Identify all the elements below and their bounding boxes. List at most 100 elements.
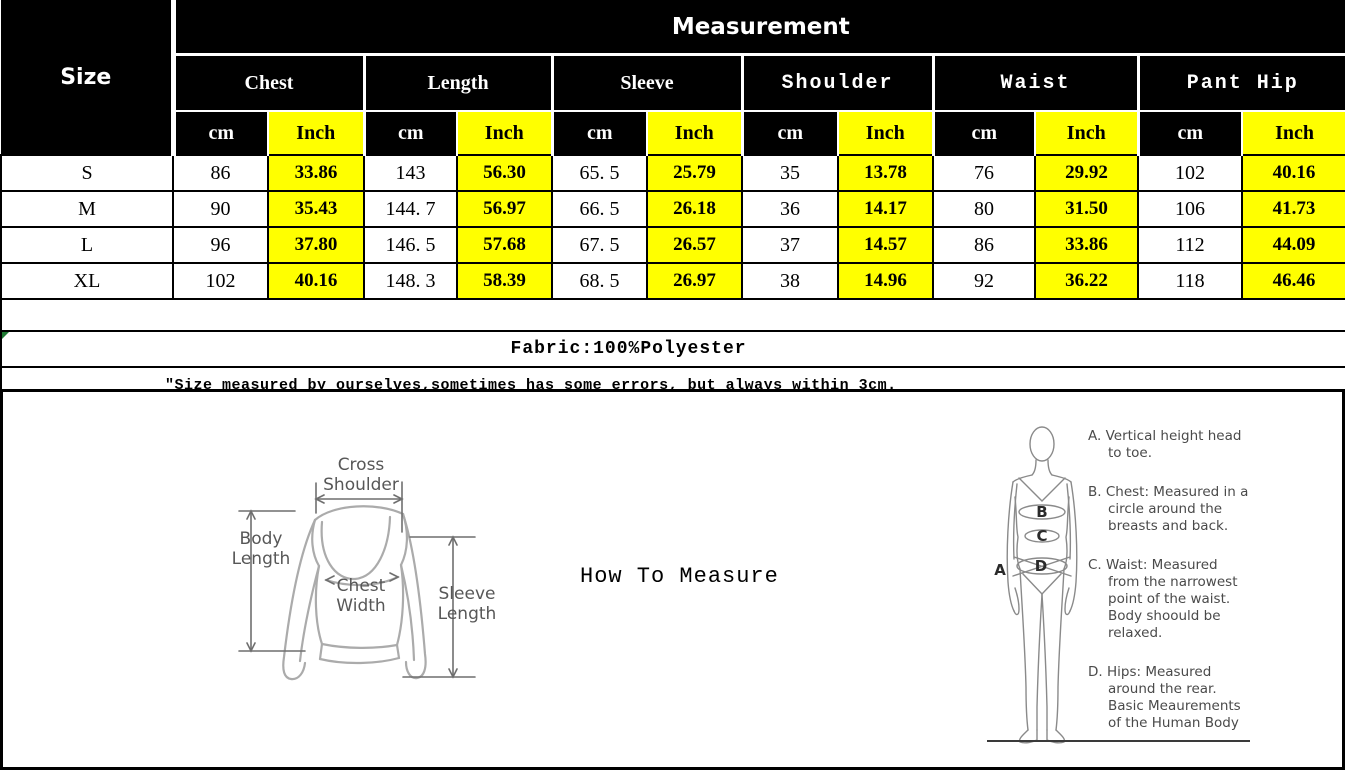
unit-cm-waist: cm (931, 111, 1035, 155)
chest-inch: 33.86 (267, 154, 365, 192)
group-header-waist: Waist (931, 54, 1138, 112)
size-value: L (0, 226, 174, 264)
waist-inch: 31.50 (1034, 190, 1139, 228)
unit-header-row: cm Inch cm Inch cm Inch cm Inch cm Inch … (1, 111, 1345, 155)
length-cm: 146. 5 (363, 226, 458, 264)
size-value: S (0, 154, 174, 192)
group-header-shoulder: Shoulder (740, 54, 933, 112)
fabric-note: Fabric:100%Polyester (0, 330, 1345, 368)
size-column-header: Size (1, 0, 176, 155)
figure-label-a: A (994, 561, 1006, 579)
length-cm: 148. 3 (363, 262, 458, 300)
measure-guide-text: A. Vertical height head to toe. B. Chest… (1088, 428, 1260, 754)
waist-cm: 92 (932, 262, 1036, 300)
waist-cm: 76 (932, 154, 1036, 192)
hip-inch: 41.73 (1240, 190, 1345, 228)
length-cm: 143 (363, 154, 458, 192)
chest-cm: 86 (172, 154, 269, 192)
waist-inch: 33.86 (1034, 226, 1139, 264)
shoulder-cm: 37 (741, 226, 839, 264)
garment-diagram (238, 481, 476, 681)
length-inch: 56.97 (456, 190, 553, 228)
body-length-label: Body Length (231, 529, 291, 570)
fabric-row: Fabric:100%Polyester (0, 330, 1345, 368)
unit-inch-waist: Inch (1034, 111, 1138, 155)
unit-cm-sleeve: cm (550, 111, 647, 155)
group-header-pant-hip: Pant Hip (1136, 54, 1345, 112)
guide-item-a: A. Vertical height head to toe. (1088, 428, 1242, 461)
measurement-table: Size Measurement Chest Length Sleeve Sho… (0, 0, 1345, 403)
figure-label-d: D (1035, 557, 1047, 575)
table-row-s: S 86 33.86 143 56.30 65. 5 25.79 35 13.7… (0, 154, 1345, 192)
hip-cm: 112 (1137, 226, 1243, 264)
length-cm: 144. 7 (363, 190, 458, 228)
figure-label-c: C (1036, 527, 1047, 545)
chest-inch: 35.43 (267, 190, 365, 228)
how-to-measure-title: How To Measure (580, 564, 779, 589)
waist-inch: 29.92 (1034, 154, 1139, 192)
group-header-sleeve: Sleeve (550, 54, 742, 112)
chest-cm: 102 (172, 262, 269, 300)
table-row-xl: XL 102 40.16 148. 3 58.39 68. 5 26.97 38… (0, 262, 1345, 300)
chest-inch: 40.16 (267, 262, 365, 300)
group-header-length: Length (362, 54, 552, 112)
empty-row (0, 298, 1345, 332)
body-figure-diagram: B C D A (994, 426, 1078, 744)
group-header-chest: Chest (171, 54, 364, 112)
chest-width-label: Chest Width (336, 576, 386, 617)
shoulder-cm: 38 (741, 262, 839, 300)
guide-item-c: C. Waist: Measured from the narrowest po… (1088, 557, 1238, 641)
cross-shoulder-label: Cross Shoulder (323, 455, 399, 496)
size-value: XL (0, 262, 174, 300)
table-title: Measurement (173, 0, 1345, 56)
disclaimer-text: ″Size measured by ourselves,sometimes ha… (0, 366, 1345, 403)
unit-cm-shoulder: cm (740, 111, 838, 155)
shoulder-cm: 36 (741, 190, 839, 228)
unit-inch-sleeve: Inch (646, 111, 742, 155)
unit-inch-pant-hip: Inch (1240, 111, 1345, 155)
length-inch: 56.30 (456, 154, 553, 192)
group-header-row: Chest Length Sleeve Shoulder Waist Pant … (1, 54, 1345, 112)
hip-inch: 40.16 (1240, 154, 1345, 192)
waist-inch: 36.22 (1034, 262, 1139, 300)
unit-inch-length: Inch (456, 111, 552, 155)
chest-cm: 90 (172, 190, 269, 228)
chest-cm: 96 (172, 226, 269, 264)
hip-cm: 118 (1137, 262, 1243, 300)
measure-arrows (238, 481, 476, 679)
waist-cm: 80 (932, 190, 1036, 228)
unit-cm-length: cm (362, 111, 457, 155)
guide-item-b: B. Chest: Measured in a circle around th… (1088, 484, 1249, 534)
unit-cm-pant-hip: cm (1136, 111, 1242, 155)
sleeve-inch: 26.18 (646, 190, 743, 228)
hip-cm: 102 (1137, 154, 1243, 192)
unit-inch-chest: Inch (267, 111, 364, 155)
hip-inch: 44.09 (1240, 226, 1345, 264)
sleeve-length-label: Sleeve Length (437, 584, 497, 625)
sleeve-inch: 26.97 (646, 262, 743, 300)
table-row-m: M 90 35.43 144. 7 56.97 66. 5 26.18 36 1… (0, 190, 1345, 228)
unit-inch-shoulder: Inch (837, 111, 933, 155)
shoulder-inch: 14.96 (837, 262, 934, 300)
shoulder-cm: 35 (741, 154, 839, 192)
figure-underline (987, 740, 1250, 742)
length-inch: 58.39 (456, 262, 553, 300)
sleeve-inch: 25.79 (646, 154, 743, 192)
shoulder-inch: 14.57 (837, 226, 934, 264)
disclaimer-row: ″Size measured by ourselves,sometimes ha… (0, 366, 1345, 403)
how-to-measure-panel: Cross Shoulder Body Length Chest Width S… (0, 389, 1345, 770)
waist-cm: 86 (932, 226, 1036, 264)
table-row-l: L 96 37.80 146. 5 57.68 67. 5 26.57 37 1… (0, 226, 1345, 264)
sleeve-inch: 26.57 (646, 226, 743, 264)
hip-cm: 106 (1137, 190, 1243, 228)
unit-cm-chest: cm (171, 111, 268, 155)
guide-item-d: D. Hips: Measured around the rear. Basic… (1088, 664, 1241, 731)
figure-label-b: B (1036, 503, 1047, 521)
size-value: M (0, 190, 174, 228)
shoulder-inch: 14.17 (837, 190, 934, 228)
sleeve-cm: 68. 5 (551, 262, 648, 300)
sleeve-cm: 65. 5 (551, 154, 648, 192)
length-inch: 57.68 (456, 226, 553, 264)
hip-inch: 46.46 (1240, 262, 1345, 300)
